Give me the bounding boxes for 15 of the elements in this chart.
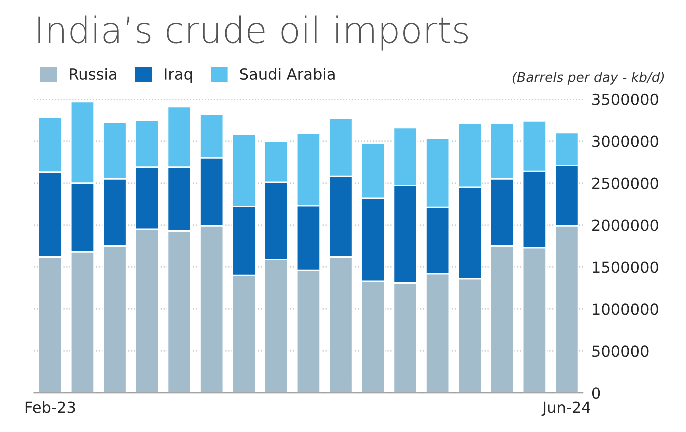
- y-tick-label: 2500000: [592, 178, 658, 190]
- y-tick-label: 1000000: [593, 304, 658, 316]
- text: (Barrels per day - kb/d): [512, 72, 664, 85]
- y-tick-label: 500000: [592, 346, 649, 358]
- chart-title: India’s crude oil imports: [38, 16, 468, 51]
- y-tick-label: 0: [592, 388, 600, 400]
- y-tick-label: 2000000: [592, 220, 658, 232]
- x-tick-label: Jun-24: [542, 402, 591, 416]
- legend-label: Saudi Arabia: [240, 68, 335, 80]
- y-tick-label: 1500000: [593, 262, 658, 274]
- legend-label: Russia: [70, 68, 116, 80]
- y-tick-label: 3000000: [592, 136, 658, 148]
- y-tick-label: 3500000: [592, 94, 658, 106]
- legend-label: Iraq: [165, 68, 192, 83]
- x-tick-label: Feb-23: [26, 401, 76, 414]
